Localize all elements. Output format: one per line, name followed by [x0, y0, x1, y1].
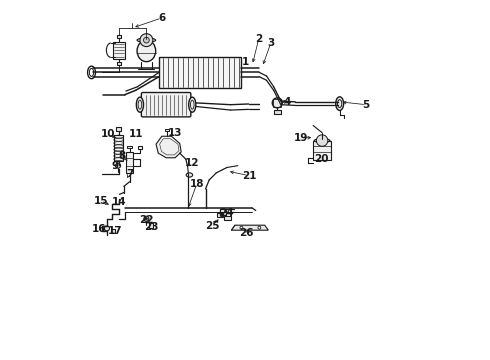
Circle shape — [240, 226, 243, 229]
Text: 26: 26 — [240, 228, 254, 238]
Bar — [114, 135, 123, 161]
Bar — [127, 145, 132, 148]
Text: 21: 21 — [242, 171, 257, 181]
Text: 18: 18 — [189, 179, 204, 189]
Text: 6: 6 — [158, 13, 166, 23]
Bar — [159, 57, 242, 87]
Ellipse shape — [137, 38, 156, 42]
Bar — [138, 146, 143, 149]
Bar — [149, 224, 153, 228]
Bar — [274, 110, 280, 114]
Text: 14: 14 — [111, 197, 126, 207]
Text: 1: 1 — [242, 57, 248, 67]
Text: 16: 16 — [92, 225, 106, 234]
Ellipse shape — [314, 139, 330, 142]
Text: 11: 11 — [128, 129, 143, 139]
Ellipse shape — [186, 173, 193, 177]
Bar — [111, 229, 115, 233]
Bar — [113, 41, 124, 59]
Text: 13: 13 — [168, 128, 182, 138]
Text: 10: 10 — [101, 129, 115, 139]
Circle shape — [317, 135, 328, 146]
Bar — [273, 99, 281, 107]
Text: 22: 22 — [139, 215, 154, 225]
Circle shape — [258, 226, 261, 229]
Text: 12: 12 — [185, 158, 199, 168]
Circle shape — [146, 218, 147, 220]
Ellipse shape — [137, 40, 156, 62]
Text: 9: 9 — [112, 161, 119, 171]
Bar — [117, 62, 121, 66]
Polygon shape — [231, 225, 269, 230]
Text: 23: 23 — [144, 222, 158, 232]
Ellipse shape — [189, 97, 196, 112]
Bar — [166, 129, 169, 131]
Circle shape — [104, 226, 109, 231]
Text: 5: 5 — [363, 100, 370, 110]
Text: 7: 7 — [126, 168, 133, 179]
Ellipse shape — [336, 97, 343, 111]
Text: 17: 17 — [108, 226, 122, 236]
Bar — [314, 141, 331, 161]
Text: 15: 15 — [94, 196, 108, 206]
Bar — [125, 152, 133, 173]
Text: 8: 8 — [119, 150, 126, 161]
Circle shape — [140, 34, 153, 46]
Ellipse shape — [272, 98, 282, 108]
Bar — [117, 35, 121, 38]
Text: 4: 4 — [284, 97, 291, 107]
Text: 2: 2 — [255, 35, 262, 44]
Text: 20: 20 — [314, 154, 328, 164]
Bar — [217, 213, 223, 217]
Circle shape — [116, 163, 121, 168]
Polygon shape — [156, 136, 181, 158]
Text: 19: 19 — [294, 133, 308, 143]
Text: 25: 25 — [205, 221, 219, 231]
Bar — [224, 216, 231, 220]
FancyBboxPatch shape — [141, 93, 191, 117]
Bar — [116, 127, 122, 131]
Circle shape — [144, 37, 149, 43]
Ellipse shape — [136, 97, 144, 112]
Circle shape — [220, 214, 223, 217]
Text: 3: 3 — [267, 38, 274, 48]
Circle shape — [144, 216, 149, 221]
Text: 24: 24 — [219, 208, 234, 218]
